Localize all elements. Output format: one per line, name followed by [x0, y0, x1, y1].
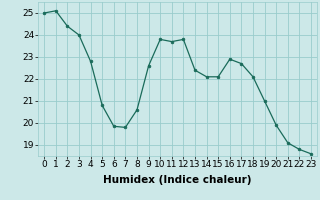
X-axis label: Humidex (Indice chaleur): Humidex (Indice chaleur) [103, 175, 252, 185]
